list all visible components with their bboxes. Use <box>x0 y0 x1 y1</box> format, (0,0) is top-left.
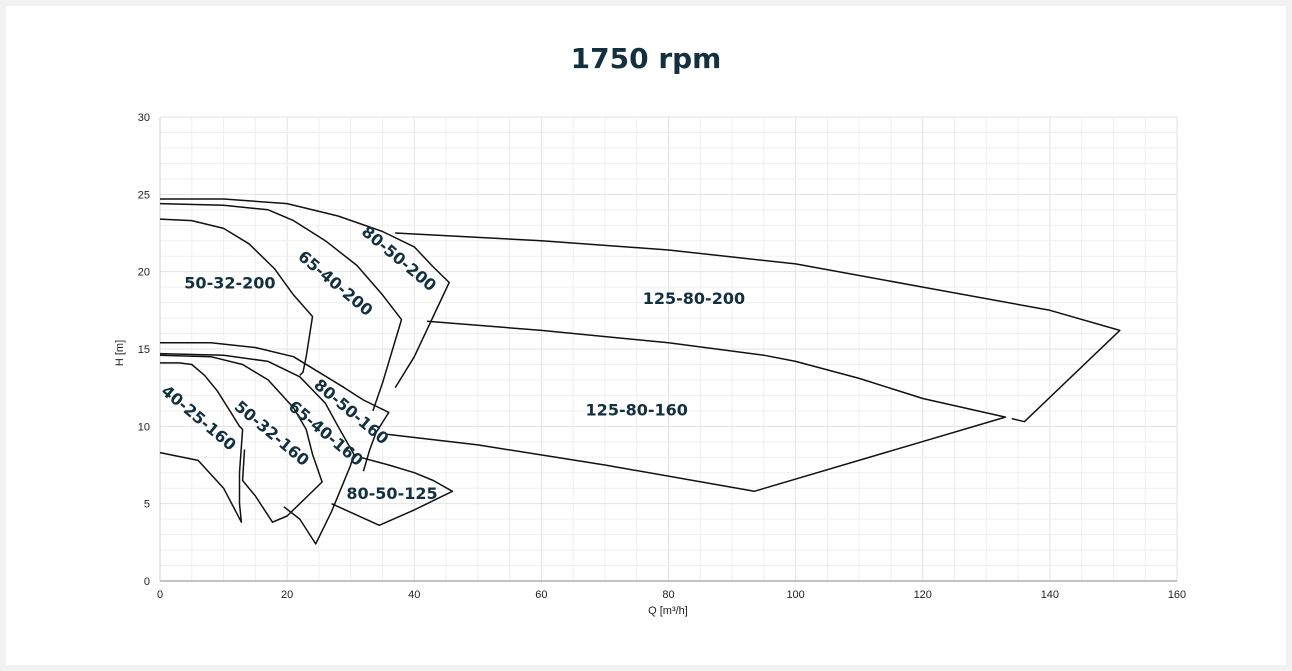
region-label-125-80-200: 125-80-200 <box>643 289 745 308</box>
x-tick-label: 0 <box>157 589 163 601</box>
chart-grid <box>159 116 1178 582</box>
x-tick-label: 40 <box>408 589 420 601</box>
x-tick-label: 60 <box>535 589 547 601</box>
y-tick-label: 10 <box>138 421 150 433</box>
y-tick-label: 0 <box>144 576 150 588</box>
x-axis-label: Q [m³/h] <box>648 605 688 617</box>
chart-axes: 0 20 40 60 80 100 120 140 160 0 5 10 15 20 25 30 <box>138 112 1186 601</box>
y-tick-label: 25 <box>138 189 150 201</box>
chart-region-labels: 50-32-200 65-40-20080-50-200125-80-200125… <box>158 222 745 503</box>
region-label-80-50-125: 80-50-125 <box>346 484 437 503</box>
x-tick-label: 120 <box>914 589 932 601</box>
chart-regions <box>159 198 1121 545</box>
region-curve-80-50-125 <box>331 456 454 527</box>
x-tick-label: 160 <box>1168 589 1186 601</box>
region-label-125-80-160: 125-80-160 <box>586 400 688 419</box>
x-tick-label: 140 <box>1041 589 1059 601</box>
region-curve-125-80-160 <box>385 320 1007 493</box>
region-label-40-25-160: 40-25-160 <box>158 381 240 454</box>
region-curve-40-25-160 <box>159 362 244 523</box>
chart-card <box>6 6 1286 665</box>
y-axis-label: H [m] <box>114 340 126 366</box>
region-curve-50-32-160 <box>159 354 323 523</box>
region-curve-65-40-200 <box>159 202 403 412</box>
region-curve-80-50-200 <box>160 198 450 389</box>
chart-title: 1750 rpm <box>570 42 722 75</box>
x-tick-label: 100 <box>786 589 804 601</box>
region-curve-80-50-160 <box>160 342 390 472</box>
region-curve-65-40-160 <box>159 352 355 545</box>
x-tick-label: 20 <box>281 589 293 601</box>
x-tick-label: 80 <box>662 589 674 601</box>
y-tick-label: 15 <box>138 344 150 356</box>
y-tick-label: 5 <box>144 499 150 511</box>
region-label-50-32-200: 50-32-200 <box>184 274 275 293</box>
region-curve-50-32-200 <box>159 218 314 376</box>
y-tick-label: 20 <box>138 267 150 279</box>
region-curve-125-80-200 <box>395 232 1121 423</box>
y-tick-label: 30 <box>138 112 150 124</box>
